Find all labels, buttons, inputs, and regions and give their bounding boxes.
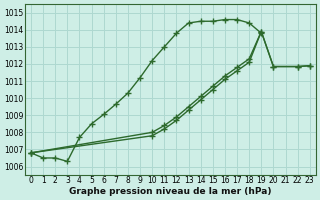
X-axis label: Graphe pression niveau de la mer (hPa): Graphe pression niveau de la mer (hPa) [69, 187, 272, 196]
